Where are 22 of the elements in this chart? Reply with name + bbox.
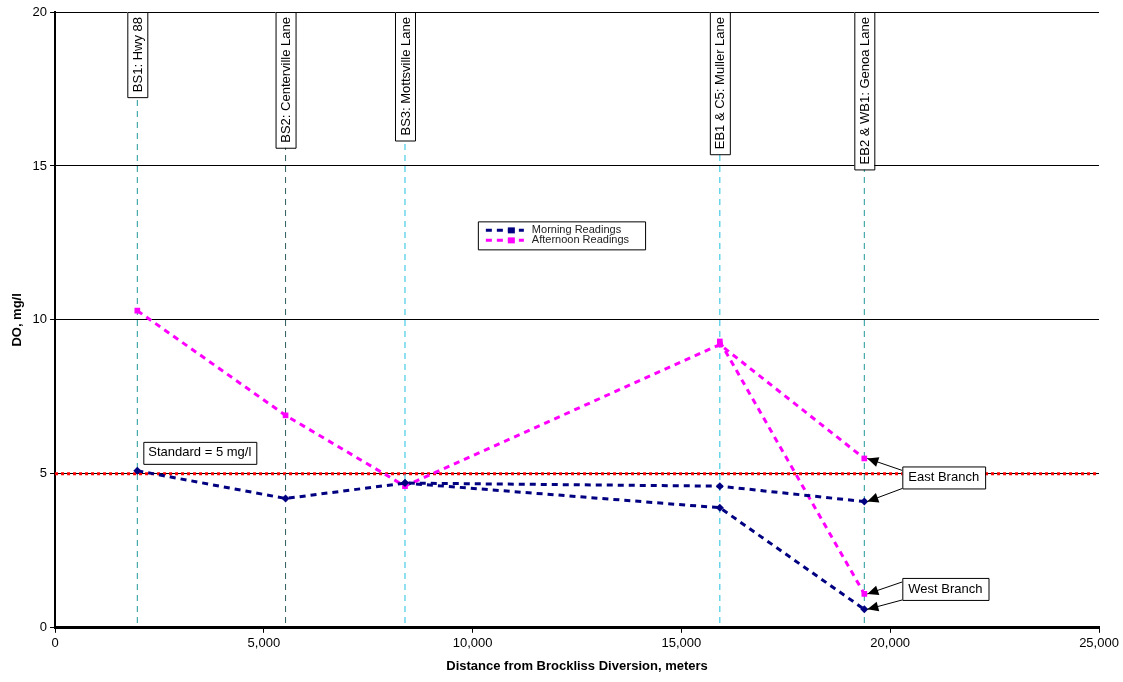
x-tick-label: 5,000	[247, 635, 281, 651]
ref-line-label: BS1: Hwy 88	[129, 17, 145, 93]
x-tick-label: 25,000	[1079, 635, 1119, 651]
y-tick-label: 20	[32, 3, 48, 19]
y-tick-label: 5	[39, 465, 48, 481]
annotation: West Branch	[908, 580, 983, 596]
x-tick-label: 15,000	[661, 635, 702, 651]
y-axis-title: DO, mg/l	[9, 293, 25, 347]
ref-line-label: EB1 & C5: Muller Lane	[712, 17, 728, 150]
x-tick-label: 0	[51, 635, 59, 651]
ref-line-label: BS2: Centerville Lane	[278, 17, 294, 143]
annotation: East Branch	[908, 469, 980, 485]
x-tick-label: 10,000	[452, 635, 493, 651]
x-tick-label: 20,000	[870, 635, 911, 651]
ref-line-label: BS3: Mottsville Lane	[397, 17, 413, 136]
y-tick-label: 0	[39, 619, 48, 635]
ref-line-label: Standard = 5 mg/l	[148, 444, 252, 460]
legend-label: Morning Readings	[531, 223, 622, 236]
ref-line-label: EB2 & WB1: Genoa Lane	[856, 17, 872, 165]
x-axis-title: Distance from Brockliss Diversion, meters	[446, 657, 708, 673]
y-tick-label: 10	[32, 311, 48, 327]
y-tick-label: 15	[32, 157, 48, 173]
